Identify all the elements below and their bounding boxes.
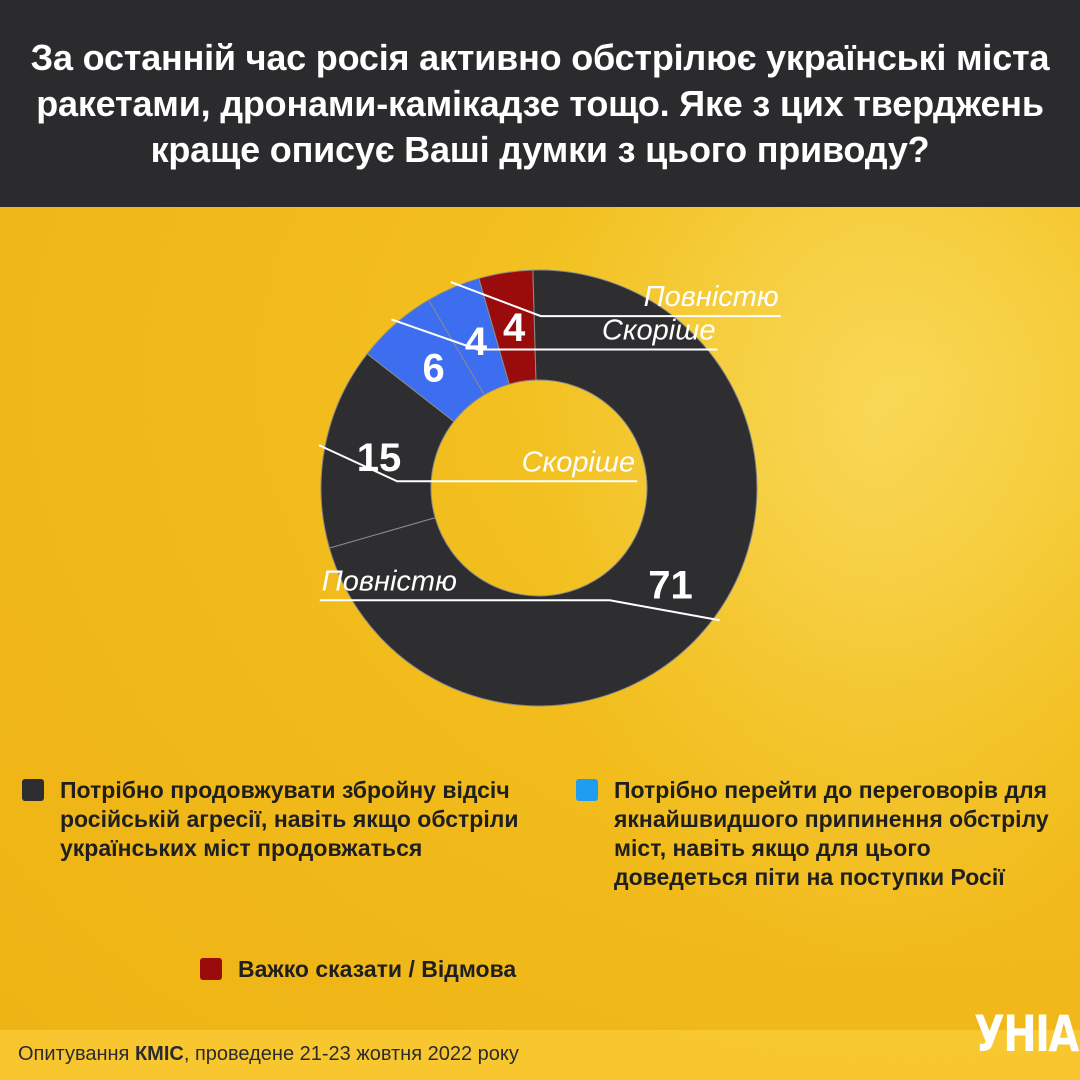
callout-label-2: Повністю	[644, 281, 779, 313]
legend-item-continue: Потрібно продовжувати збройну відсіч рос…	[22, 776, 522, 863]
slice-4	[328, 269, 758, 707]
source-note: Опитування КМІС, проведене 21-23 жовтня …	[18, 1043, 519, 1066]
value-label-1: 6	[422, 347, 444, 391]
callout-label-4: Повністю	[322, 565, 457, 597]
source-suffix: , проведене 21-23 жовтня 2022 року	[183, 1043, 519, 1065]
logo-text: УНІАН	[974, 1005, 1080, 1063]
callout-line-4	[319, 599, 720, 622]
value-label-3: 4	[503, 306, 526, 350]
legend-label-continue: Потрібно продовжувати збройну відсіч рос…	[60, 777, 519, 861]
unian-logo: УНІАН	[952, 1004, 1080, 1064]
value-label-2: 4	[465, 320, 488, 364]
chart-title: За останній час росія активно обстрілює …	[30, 36, 1050, 170]
value-label-4: 71	[648, 563, 693, 607]
callout-line-1	[391, 318, 718, 351]
legend-item-negotiate: Потрібно перейти до переговорів для якна…	[576, 776, 1066, 892]
footer-bar: Опитування КМІС, проведене 21-23 жовтня …	[0, 1030, 1080, 1080]
slice-0	[320, 353, 455, 549]
legend-swatch-dark	[22, 779, 44, 801]
callout-line-0	[318, 444, 638, 483]
legend-label-hard-to-say: Важко сказати / Відмова	[238, 956, 517, 982]
legend-swatch-blue	[576, 779, 598, 801]
source-prefix: Опитування	[18, 1043, 135, 1065]
callout-line-2	[450, 281, 781, 318]
callout-label-0: Скоріше	[522, 446, 636, 478]
legend-label-negotiate: Потрібно перейти до переговорів для якна…	[614, 777, 1049, 890]
legend-item-hard-to-say: Важко сказати / Відмова	[200, 955, 620, 984]
header-banner: За останній час росія активно обстрілює …	[0, 0, 1080, 207]
source-org: КМІС	[134, 1043, 184, 1065]
callout-label-1: Скоріше	[602, 314, 716, 346]
legend-swatch-red	[200, 958, 222, 980]
